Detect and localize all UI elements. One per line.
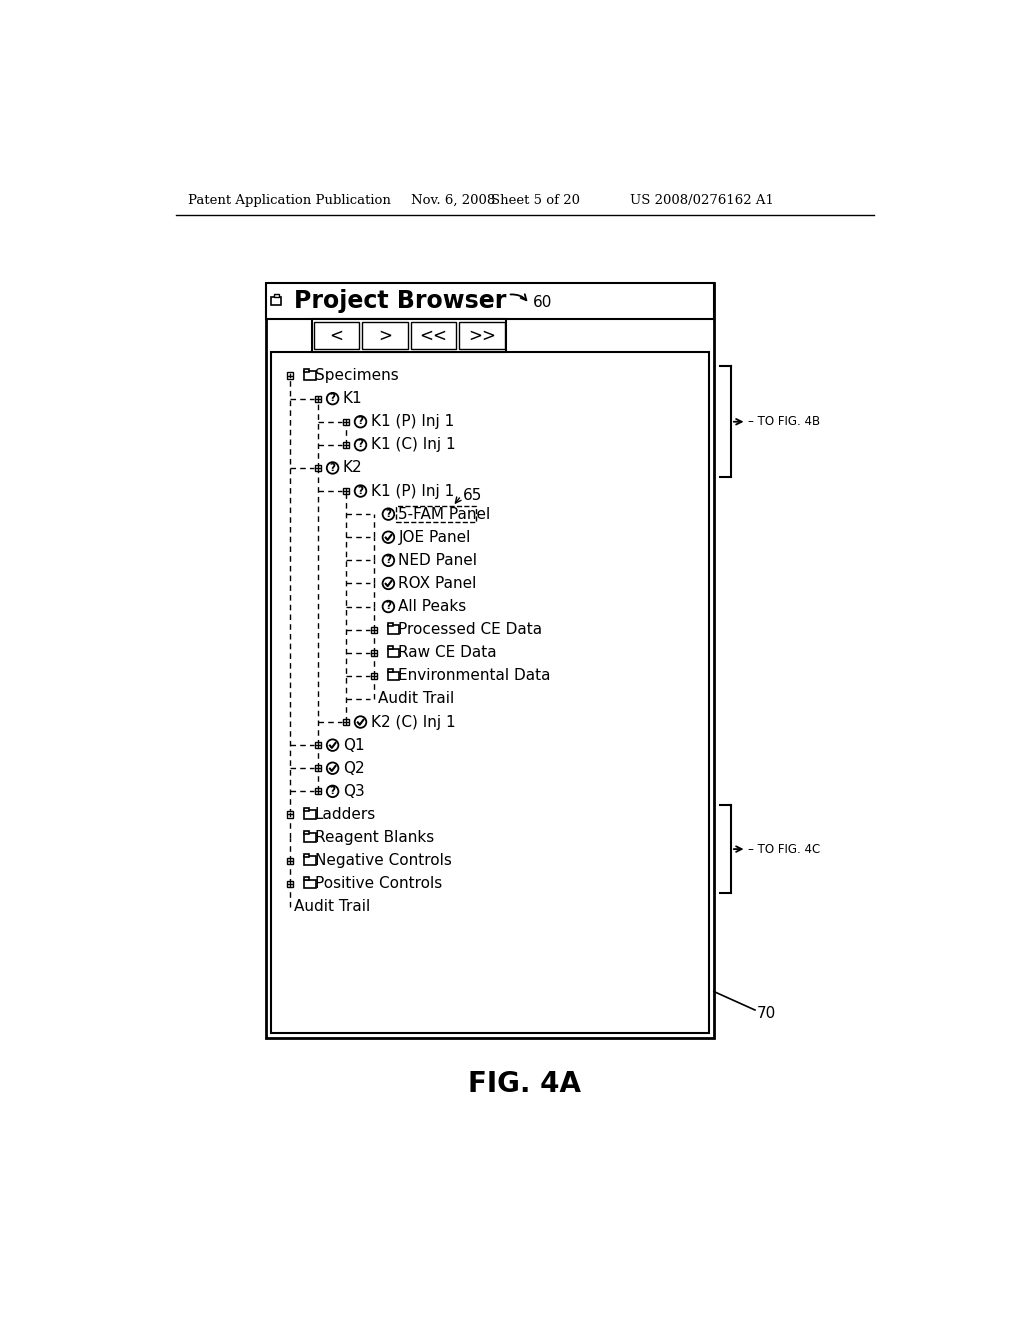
Text: >: > <box>378 326 392 345</box>
Text: 60: 60 <box>532 294 552 310</box>
Bar <box>362 322 408 350</box>
Text: FIG. 4A: FIG. 4A <box>468 1071 582 1098</box>
Bar <box>287 858 293 863</box>
Text: >>: >> <box>468 326 496 345</box>
Bar <box>388 669 392 672</box>
Text: <<: << <box>420 326 447 345</box>
Bar <box>312 318 506 352</box>
Text: ?: ? <box>357 440 364 449</box>
Text: 5-FAM Panel: 5-FAM Panel <box>398 507 490 521</box>
Bar <box>343 418 349 425</box>
Text: – TO FIG. 4B: – TO FIG. 4B <box>748 416 820 428</box>
Text: ?: ? <box>385 508 391 519</box>
Text: Nov. 6, 2008: Nov. 6, 2008 <box>411 194 496 207</box>
Bar <box>388 645 392 649</box>
Bar <box>314 766 321 771</box>
Bar <box>460 322 505 350</box>
Bar <box>388 626 399 634</box>
Text: Specimens: Specimens <box>314 368 398 383</box>
Text: Processed CE Data: Processed CE Data <box>398 622 543 638</box>
Text: Project Browser: Project Browser <box>294 289 506 313</box>
Text: – TO FIG. 4C: – TO FIG. 4C <box>748 842 820 855</box>
Bar <box>314 322 359 350</box>
Bar <box>304 857 315 865</box>
Bar <box>371 649 377 656</box>
Bar <box>314 742 321 748</box>
Text: NED Panel: NED Panel <box>398 553 477 568</box>
Text: ?: ? <box>330 462 336 473</box>
Text: Ladders: Ladders <box>314 807 376 822</box>
Bar <box>270 297 282 305</box>
Bar <box>304 808 309 810</box>
Bar <box>371 673 377 678</box>
Text: ?: ? <box>385 554 391 565</box>
Bar <box>287 372 293 379</box>
Text: K1: K1 <box>343 391 362 407</box>
Text: Reagent Blanks: Reagent Blanks <box>314 830 434 845</box>
Bar <box>304 833 315 842</box>
Bar <box>304 371 315 380</box>
Bar <box>343 442 349 447</box>
Bar <box>304 830 309 834</box>
Text: 65: 65 <box>463 488 482 503</box>
Text: ?: ? <box>357 486 364 495</box>
Text: Q3: Q3 <box>343 784 365 799</box>
Text: JOE Panel: JOE Panel <box>398 529 471 545</box>
Text: ?: ? <box>385 601 391 611</box>
Bar <box>274 294 280 297</box>
Text: K1 (P) Inj 1: K1 (P) Inj 1 <box>371 414 454 429</box>
Text: ?: ? <box>330 393 336 403</box>
Text: K1 (P) Inj 1: K1 (P) Inj 1 <box>371 483 454 499</box>
Text: All Peaks: All Peaks <box>398 599 467 614</box>
Bar <box>270 352 710 1034</box>
Text: US 2008/0276162 A1: US 2008/0276162 A1 <box>630 194 774 207</box>
Bar <box>314 465 321 471</box>
Bar <box>388 648 399 657</box>
Text: K1 (C) Inj 1: K1 (C) Inj 1 <box>371 437 456 453</box>
Text: 70: 70 <box>757 1006 776 1020</box>
Bar <box>343 488 349 494</box>
Text: Sheet 5 of 20: Sheet 5 of 20 <box>490 194 580 207</box>
Bar <box>388 623 392 626</box>
Bar <box>287 812 293 817</box>
Text: Environmental Data: Environmental Data <box>398 668 551 684</box>
Text: Negative Controls: Negative Controls <box>314 853 452 869</box>
Text: K2: K2 <box>343 461 362 475</box>
Text: ?: ? <box>357 416 364 426</box>
Text: Raw CE Data: Raw CE Data <box>398 645 497 660</box>
Text: Patent Application Publication: Patent Application Publication <box>188 194 391 207</box>
Text: Audit Trail: Audit Trail <box>378 692 454 706</box>
Bar <box>304 854 309 857</box>
Text: <: < <box>330 326 344 345</box>
Bar <box>304 810 315 818</box>
Text: K2 (C) Inj 1: K2 (C) Inj 1 <box>371 714 456 730</box>
Bar <box>314 788 321 795</box>
Text: Q1: Q1 <box>343 738 365 752</box>
Bar <box>304 368 309 372</box>
Bar <box>266 284 714 318</box>
Bar <box>287 880 293 887</box>
Bar <box>266 284 714 1038</box>
Text: Q2: Q2 <box>343 760 365 776</box>
Text: ?: ? <box>330 785 336 796</box>
Bar <box>314 396 321 401</box>
Bar <box>411 322 457 350</box>
Bar <box>371 627 377 632</box>
Bar <box>396 507 476 521</box>
Text: Audit Trail: Audit Trail <box>294 899 370 915</box>
Bar <box>343 719 349 725</box>
Bar <box>388 672 399 680</box>
Bar <box>304 879 315 888</box>
Text: ROX Panel: ROX Panel <box>398 576 477 591</box>
Bar <box>304 876 309 880</box>
Text: Positive Controls: Positive Controls <box>314 876 442 891</box>
